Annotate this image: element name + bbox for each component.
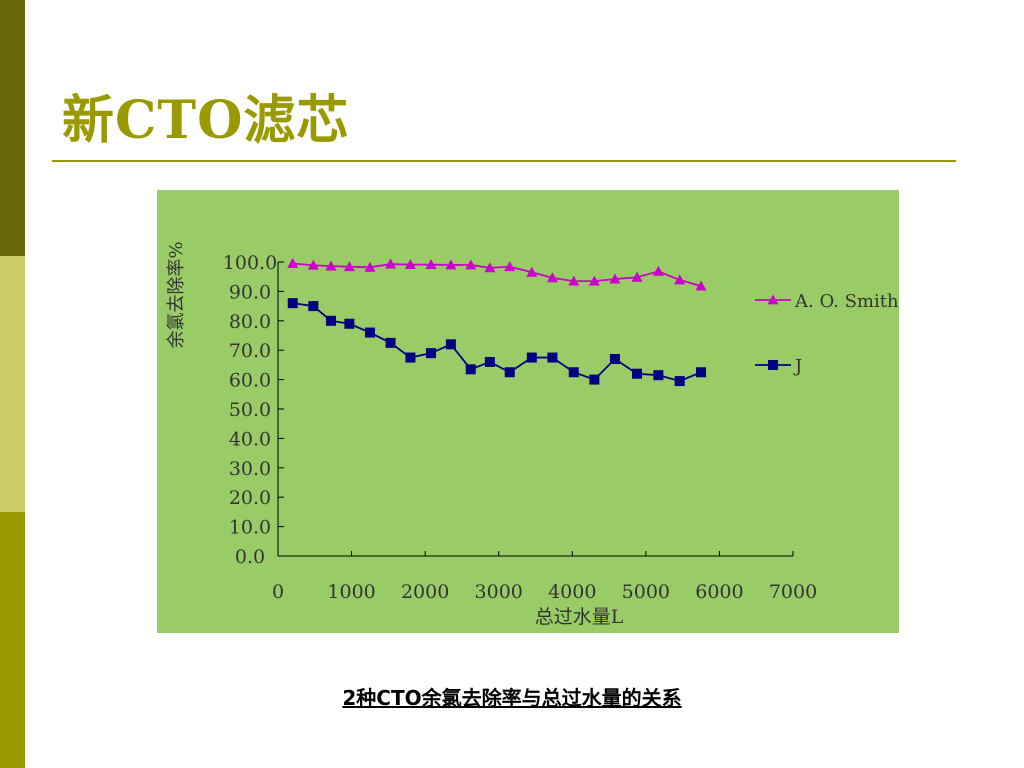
data-point bbox=[287, 298, 298, 309]
data-point bbox=[609, 354, 620, 365]
data-point bbox=[364, 327, 375, 338]
y-tick-label: 80.0 bbox=[229, 311, 271, 333]
x-tick-label: 7000 bbox=[769, 581, 817, 603]
data-point bbox=[445, 339, 456, 350]
data-point bbox=[404, 259, 416, 270]
data-point bbox=[364, 261, 376, 272]
y-tick-label: 40.0 bbox=[229, 428, 271, 450]
legend: A. O. Smith J bbox=[755, 291, 899, 377]
data-point bbox=[674, 274, 686, 285]
y-tick-label: 100.0 bbox=[223, 252, 277, 274]
data-point bbox=[652, 265, 664, 276]
legend-entry: A. O. Smith bbox=[755, 291, 899, 312]
data-point bbox=[287, 257, 299, 268]
data-point bbox=[546, 272, 558, 283]
data-point bbox=[526, 352, 537, 363]
data-point bbox=[588, 275, 600, 286]
data-point bbox=[484, 356, 495, 367]
slide-title: 新CTO滤芯 bbox=[62, 90, 350, 151]
data-point bbox=[632, 368, 643, 379]
data-point bbox=[425, 259, 437, 270]
data-point bbox=[589, 374, 600, 385]
data-point bbox=[653, 370, 664, 381]
chart-caption: 2种CTO余氯去除率与总过水量的关系 bbox=[342, 686, 682, 710]
y-tick-label: 0.0 bbox=[235, 546, 265, 568]
legend-label: A. O. Smith bbox=[794, 291, 899, 312]
series-j bbox=[287, 298, 707, 387]
data-point bbox=[385, 337, 396, 348]
data-point bbox=[426, 348, 437, 359]
series-aosmith bbox=[287, 257, 707, 291]
line-chart: 0.0 10.0 20.0 30.0 40.0 50.0 60.0 70.0 80.0 90.0 1… bbox=[157, 190, 899, 633]
data-point bbox=[308, 301, 319, 312]
data-point bbox=[609, 273, 621, 284]
x-tick-label: 5000 bbox=[622, 581, 670, 603]
data-point bbox=[631, 271, 643, 282]
x-tick-label: 6000 bbox=[695, 581, 743, 603]
y-tick-label: 10.0 bbox=[229, 517, 271, 539]
data-point bbox=[504, 367, 515, 378]
y-tick-label: 50.0 bbox=[229, 399, 271, 421]
y-tick-label: 20.0 bbox=[229, 487, 271, 509]
x-tick-label: 1000 bbox=[327, 581, 375, 603]
x-tick-label: 2000 bbox=[401, 581, 449, 603]
data-point bbox=[445, 259, 457, 270]
y-tick-label: 30.0 bbox=[229, 458, 271, 480]
legend-label: J bbox=[793, 356, 802, 377]
x-tick-label: 3000 bbox=[475, 581, 523, 603]
data-point bbox=[674, 376, 685, 387]
data-point bbox=[344, 318, 355, 329]
data-point bbox=[405, 352, 416, 363]
axes: 0.0 10.0 20.0 30.0 40.0 50.0 60.0 70.0 80.0 90.0 1… bbox=[223, 252, 817, 603]
y-axis-label: 余氯去除率% bbox=[166, 241, 187, 348]
data-point bbox=[465, 364, 476, 375]
legend-entry: J bbox=[755, 356, 802, 377]
side-strip-top bbox=[0, 0, 25, 256]
data-point bbox=[343, 261, 355, 272]
data-point bbox=[484, 262, 496, 273]
data-point bbox=[568, 367, 579, 378]
title-underline bbox=[52, 160, 956, 162]
data-point bbox=[696, 367, 707, 378]
data-point bbox=[547, 352, 558, 363]
data-point bbox=[568, 275, 580, 286]
x-axis-label: 总过水量L bbox=[535, 606, 624, 628]
y-tick-label: 70.0 bbox=[229, 340, 271, 362]
data-point bbox=[465, 259, 477, 270]
data-point bbox=[385, 258, 397, 269]
side-strip-middle bbox=[0, 256, 25, 512]
chart-caption-row: 2种CTO余氯去除率与总过水量的关系 bbox=[0, 682, 1024, 711]
data-point bbox=[307, 259, 319, 270]
chart-container: 0.0 10.0 20.0 30.0 40.0 50.0 60.0 70.0 80.0 90.0 1… bbox=[157, 190, 899, 633]
legend-marker bbox=[767, 294, 779, 305]
legend-marker bbox=[768, 360, 778, 370]
data-point bbox=[325, 315, 336, 326]
side-strip-bottom bbox=[0, 512, 25, 768]
x-tick-label: 0 bbox=[272, 581, 284, 603]
x-tick-label: 4000 bbox=[548, 581, 596, 603]
y-tick-label: 60.0 bbox=[229, 370, 271, 392]
series-layer bbox=[287, 257, 707, 387]
data-point bbox=[695, 280, 707, 291]
data-point bbox=[526, 266, 538, 277]
data-point bbox=[504, 261, 516, 272]
chart-background bbox=[157, 190, 899, 633]
data-point bbox=[325, 260, 337, 271]
y-tick-label: 90.0 bbox=[229, 281, 271, 303]
